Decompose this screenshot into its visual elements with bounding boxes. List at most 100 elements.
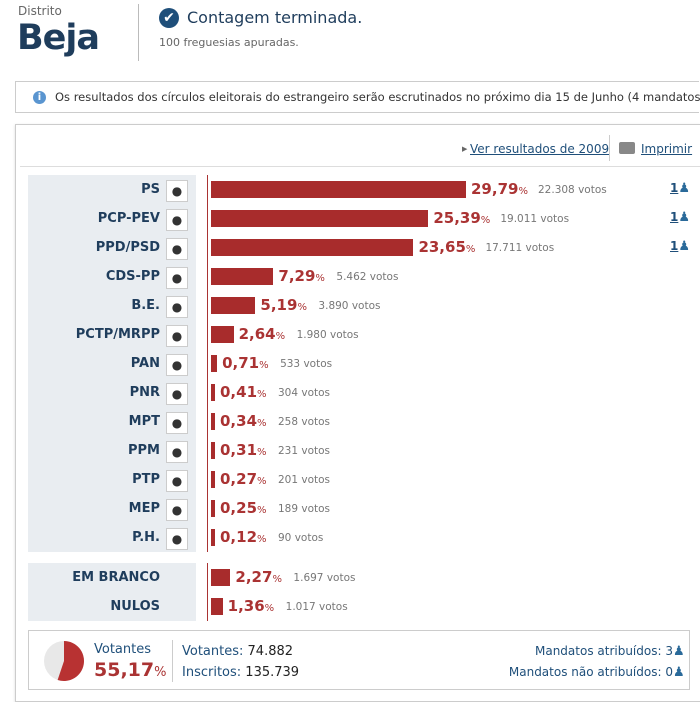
count-status: Contagem terminada. bbox=[187, 8, 363, 27]
other-labels-panel bbox=[28, 563, 196, 621]
be-logo-icon: ● bbox=[166, 296, 188, 318]
percent-sign: % bbox=[275, 331, 286, 342]
percent-value: 0,41 bbox=[220, 383, 258, 401]
divider bbox=[172, 640, 173, 682]
percent-sign: % bbox=[297, 302, 307, 313]
divider bbox=[138, 4, 139, 61]
result-bar bbox=[211, 384, 215, 401]
party-row: PTP ● 0,27% 201 votos bbox=[0, 470, 700, 494]
percent-sign: % bbox=[154, 665, 167, 680]
divider bbox=[20, 166, 700, 167]
votes-label: 19.011 votos bbox=[500, 213, 570, 225]
seats-unassigned-label: Mandatos não atribuídos: bbox=[508, 665, 662, 679]
seats-link[interactable]: 1♟ bbox=[670, 210, 690, 225]
party-row: PS ● 29,79% 22.308 votos 1♟ bbox=[0, 180, 700, 204]
ph-logo-icon: ● bbox=[166, 528, 188, 550]
percent-value: 0,34 bbox=[220, 412, 258, 430]
party-name: PCTP/MRPP bbox=[75, 327, 160, 342]
result-bar bbox=[211, 569, 231, 586]
turnout-percent: 55,17% bbox=[94, 659, 166, 681]
percent-label: 29,79% bbox=[471, 180, 528, 198]
result-bar bbox=[211, 268, 274, 285]
percent-label: 2,27% bbox=[235, 568, 282, 586]
turnout-value: 55,17 bbox=[94, 659, 155, 681]
votes-label: 3.890 votos bbox=[318, 300, 381, 312]
turnout-pie bbox=[44, 641, 84, 681]
votes-label: 90 votos bbox=[278, 532, 324, 544]
pcp-pev-logo-icon: ● bbox=[166, 209, 188, 231]
percent-sign: % bbox=[259, 360, 269, 371]
seats-assigned-label: Mandatos atribuídos: bbox=[534, 644, 662, 658]
percent-sign: % bbox=[257, 418, 267, 429]
party-name: PPM bbox=[128, 443, 160, 458]
seats-assigned-value: 3 bbox=[665, 644, 673, 658]
party-row: P.H. ● 0,12% 90 votos bbox=[0, 528, 700, 552]
result-bar bbox=[211, 529, 215, 546]
pan-logo-icon: ● bbox=[166, 354, 188, 376]
percent-label: 0,12% bbox=[220, 528, 267, 546]
turnout-label: Votantes bbox=[94, 642, 152, 657]
psd-logo-icon: ● bbox=[166, 238, 188, 260]
percent-sign: % bbox=[264, 603, 275, 614]
percent-value: 2,64 bbox=[238, 325, 276, 343]
percent-label: 0,71% bbox=[222, 354, 269, 372]
percent-value: 7,29 bbox=[278, 267, 316, 285]
percent-label: 5,19% bbox=[260, 296, 307, 314]
percent-sign: % bbox=[257, 476, 267, 487]
percent-label: 0,41% bbox=[220, 383, 267, 401]
party-row: CDS-PP ● 7,29% 5.462 votos bbox=[0, 267, 700, 291]
seats-unassigned-value: 0 bbox=[665, 665, 673, 679]
percent-value: 2,27 bbox=[235, 568, 273, 586]
party-name: PTP bbox=[132, 472, 160, 487]
party-name: PS bbox=[141, 182, 160, 197]
percent-sign: % bbox=[315, 273, 325, 284]
percent-sign: % bbox=[257, 505, 267, 516]
seats-link[interactable]: 1♟ bbox=[670, 181, 690, 196]
votes-label: 231 votos bbox=[278, 445, 331, 457]
registered-row: Inscritos: 135.739 bbox=[182, 665, 299, 680]
percent-sign: % bbox=[257, 447, 267, 458]
voters-row: Votantes: 74.882 bbox=[182, 644, 293, 659]
votes-label: 22.308 votos bbox=[538, 184, 607, 196]
percent-sign: % bbox=[518, 186, 528, 197]
seats-link[interactable]: 1♟ bbox=[670, 239, 690, 254]
party-name: MPT bbox=[128, 414, 160, 429]
party-name: PCP-PEV bbox=[97, 211, 160, 226]
votes-label: 5.462 votos bbox=[336, 271, 399, 283]
party-row: PNR ● 0,41% 304 votos bbox=[0, 383, 700, 407]
person-icon: ♟ bbox=[673, 643, 685, 659]
party-name: B.E. bbox=[131, 298, 160, 313]
seats-value: 1 bbox=[670, 210, 679, 224]
percent-label: 0,31% bbox=[220, 441, 267, 459]
party-name: PPD/PSD bbox=[95, 240, 160, 255]
party-row: MPT ● 0,34% 258 votos bbox=[0, 412, 700, 436]
percent-label: 1,36% bbox=[228, 597, 275, 615]
result-bar bbox=[211, 326, 234, 343]
party-name: NULOS bbox=[110, 599, 160, 614]
percent-value: 0,31 bbox=[220, 441, 258, 459]
print-link[interactable]: Imprimir bbox=[641, 142, 693, 156]
percent-value: 5,19 bbox=[260, 296, 298, 314]
party-name: EM BRANCO bbox=[72, 570, 160, 585]
party-row: MEP ● 0,25% 189 votos bbox=[0, 499, 700, 523]
party-name: MEP bbox=[128, 501, 160, 516]
ps-logo-icon: ● bbox=[166, 180, 188, 202]
chart-axis bbox=[207, 175, 208, 552]
votes-label: 17.711 votos bbox=[485, 242, 555, 254]
result-bar bbox=[211, 355, 218, 372]
seats-unassigned: Mandatos não atribuídos: 0♟ bbox=[508, 665, 685, 680]
district-label: Distrito bbox=[18, 4, 62, 18]
party-row: PPD/PSD ● 23,65% 17.711 votos 1♟ bbox=[0, 238, 700, 262]
printer-icon[interactable] bbox=[619, 142, 635, 154]
previous-results-link[interactable]: Ver resultados de 2009 bbox=[470, 142, 610, 156]
registered-label: Inscritos: bbox=[182, 665, 242, 680]
pie-slice-turnout bbox=[57, 641, 84, 681]
percent-label: 0,34% bbox=[220, 412, 267, 430]
chart-axis bbox=[207, 563, 208, 621]
party-name: PAN bbox=[130, 356, 160, 371]
votes-label: 1.697 votos bbox=[293, 572, 356, 584]
party-row: NULOS 1,36% 1.017 votos bbox=[0, 597, 700, 621]
party-name: P.H. bbox=[132, 530, 160, 545]
summary-box bbox=[28, 630, 690, 690]
party-row: EM BRANCO 2,27% 1.697 votos bbox=[0, 568, 700, 592]
